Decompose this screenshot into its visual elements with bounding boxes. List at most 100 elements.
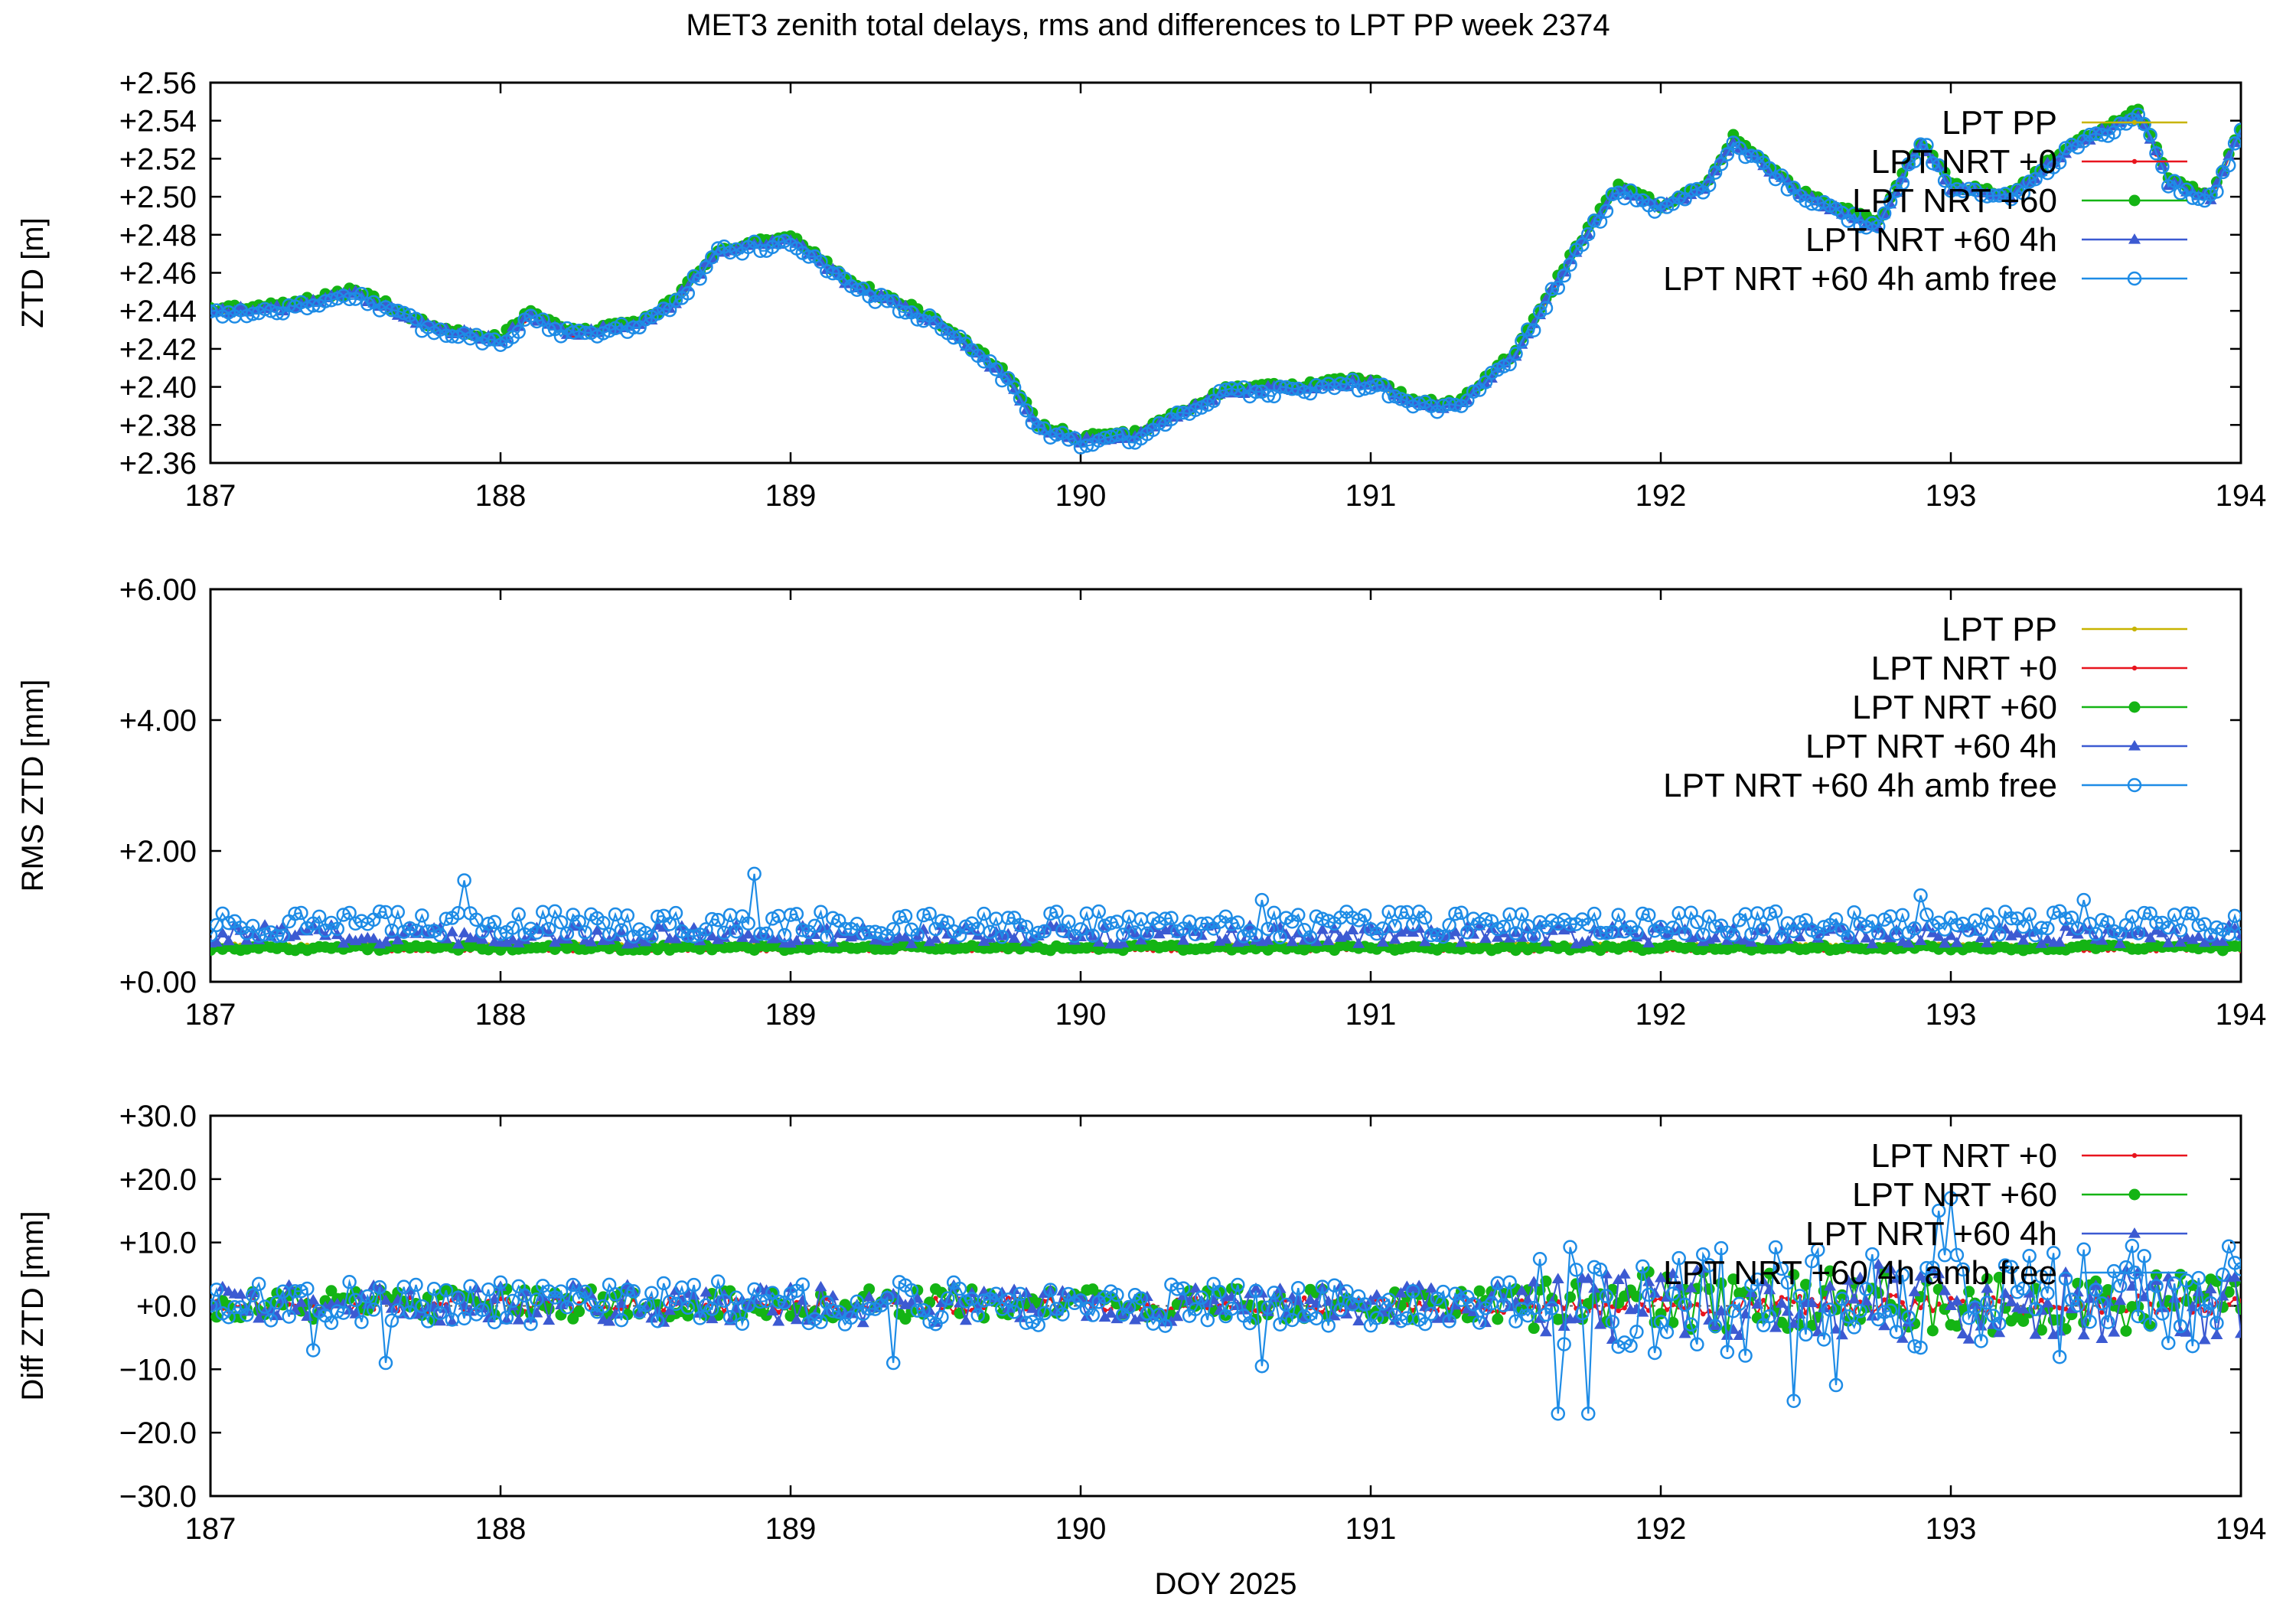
data-point [1943,1191,1958,1205]
data-point [463,1279,478,1293]
data-point [1606,1283,1619,1296]
data-point [1636,906,1650,921]
data-point [2046,905,2061,920]
data-point [1974,1334,1988,1348]
data-point [603,1315,616,1326]
data-point [1153,927,1166,939]
x-tick-label: 188 [475,998,527,1032]
data-point [875,1297,888,1308]
series-layer [210,866,2241,957]
data-point [772,1315,785,1326]
data-point [1357,908,1372,923]
data-point [626,1284,641,1299]
data-point [1629,1325,1644,1339]
data-point [2216,935,2229,947]
x-tick-label: 191 [1345,479,1397,513]
data-point [1091,904,1106,919]
y-tick-label: +2.00 [119,835,197,869]
x-tick-label: 193 [1926,479,1977,513]
legend-label: LPT NRT +60 [1852,1176,2057,1214]
data-point [1678,1327,1691,1338]
data-point [662,1295,677,1309]
data-point [1847,905,1861,920]
legend-item: LPT NRT +60 [1852,1176,2187,1214]
data-point [1043,906,1058,921]
data-point [2192,931,2205,941]
data-point [1117,937,1130,948]
data-point [1937,922,1952,937]
data-point [1219,933,1232,944]
data-point [1104,1307,1117,1318]
data-point [530,1292,544,1307]
data-point [1744,148,1759,163]
data-point [1647,1345,1662,1361]
data-point [1301,1295,1307,1301]
data-point [2056,1305,2063,1311]
data-point [1622,1305,1627,1311]
data-point [687,1277,701,1292]
data-point [240,1307,254,1322]
data-point [263,1313,279,1328]
data-point [1146,921,1159,933]
data-point [700,1286,713,1297]
data-point [1931,158,1946,173]
data-point [2198,1333,2211,1345]
data-point [1291,1280,1306,1296]
data-point [609,1308,622,1319]
data-point [392,1286,404,1299]
data-point [1684,1317,1698,1332]
data-point [1847,1320,1861,1335]
data-point [1847,207,1861,221]
data-point [1900,1300,1906,1305]
data-point [2040,1286,2055,1301]
data-point [1902,937,1915,948]
data-point [2137,905,2151,921]
data-point [1563,1240,1577,1254]
data-point [1206,393,1221,409]
data-point [2179,906,2194,921]
data-point [639,935,652,947]
data-point [620,908,635,923]
data-point [795,1277,810,1292]
data-point [633,318,646,329]
legend-item: LPT NRT +0 [1871,650,2187,687]
ztd-panel: 187 188 189 190 191 192 193 194+2.36+2.38+2.40+… [16,67,2266,513]
data-point [983,924,997,940]
data-point [518,1286,531,1296]
data-point [1261,934,1274,945]
data-point [1799,913,1813,927]
data-point [578,1284,592,1299]
data-point [1478,912,1493,927]
data-point [2149,146,2164,161]
data-point [1164,911,1179,925]
data-point [2149,1279,2164,1293]
data-point [1049,905,1064,919]
x-tick-label: 189 [765,1512,817,1546]
data-point [372,1279,387,1295]
data-point [885,921,901,937]
data-point [354,286,369,302]
data-point [2083,1292,2096,1303]
data-point [1528,1322,1540,1335]
data-point [742,927,755,939]
data-point [839,927,852,938]
data-point [1442,1314,1456,1328]
data-point [837,921,853,937]
data-point [324,1315,339,1330]
data-point [1085,1308,1101,1322]
data-point [2023,1287,2036,1298]
data-point [2143,1317,2157,1332]
data-point [1665,921,1681,935]
data-point [2083,924,2096,934]
data-point [1763,1283,1776,1295]
data-point [415,908,429,923]
data-point [2229,1270,2241,1282]
data-point [1709,931,1722,943]
data-point [711,1274,726,1289]
data-point [2149,915,2164,930]
data-point [892,910,907,924]
data-point [227,1299,242,1315]
data-point [1841,930,1856,944]
data-point [1013,391,1028,406]
